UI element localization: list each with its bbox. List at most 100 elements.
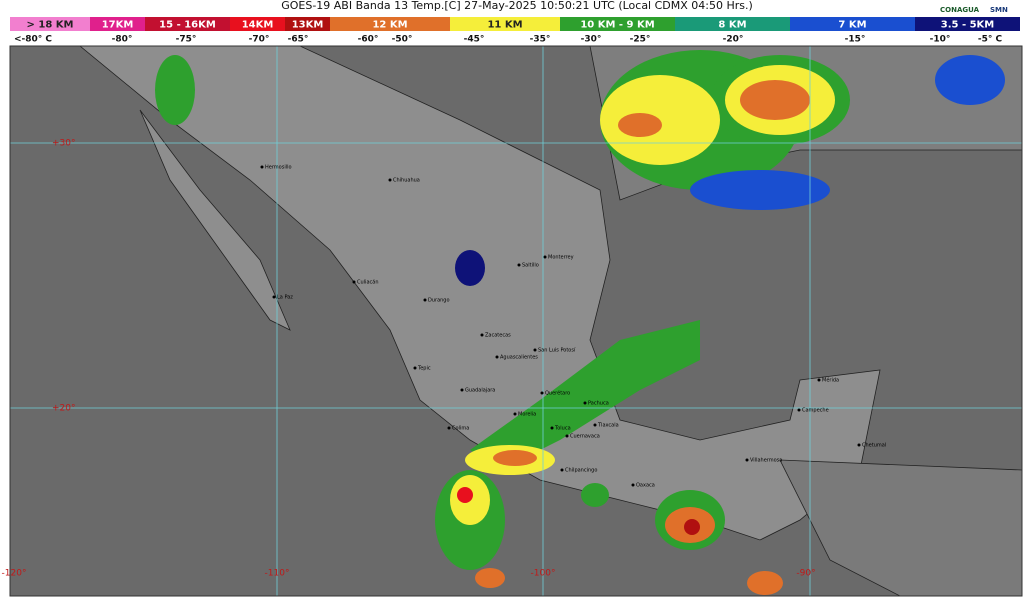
longitude-label: -110° — [265, 569, 290, 579]
clouds — [155, 50, 1005, 595]
legend-label: > 18 KM — [27, 20, 74, 31]
city-label: Guadalajara — [465, 388, 495, 394]
temperature-label: -60° — [358, 35, 379, 45]
temperature-label: -25° — [630, 35, 651, 45]
logo: CONAGUA — [940, 6, 980, 14]
city-label: Querétaro — [545, 390, 570, 397]
temperature-label: -5° C — [978, 35, 1003, 45]
legend-label: 13KM — [292, 20, 324, 31]
legend-label: 14KM — [242, 20, 274, 31]
temperature-label: -80° — [112, 35, 133, 45]
city-label: Chihuahua — [393, 178, 420, 184]
city-label: Colima — [452, 426, 469, 432]
city-label: Chilpancingo — [565, 468, 597, 474]
legend-swatch — [330, 17, 450, 31]
temperature-label: <-80° C — [14, 35, 52, 45]
legend-swatch — [10, 17, 90, 31]
legend-label: 12 KM — [372, 20, 407, 31]
graticule — [10, 46, 1022, 596]
longitude-label: -90° — [796, 569, 815, 579]
temperature-label: -65° — [288, 35, 309, 45]
city-dot — [550, 426, 554, 430]
city-dot — [460, 388, 464, 392]
city-dot — [593, 423, 597, 427]
temperature-label: -30° — [581, 35, 602, 45]
city-label: Pachuca — [588, 401, 609, 407]
city-dot — [583, 401, 587, 405]
city-dot — [260, 165, 264, 169]
temperature-label: -35° — [530, 35, 551, 45]
legend-swatch — [230, 17, 285, 31]
longitude-label: -120° — [2, 569, 27, 579]
city-label: Villahermosa — [750, 458, 782, 464]
city-dot — [352, 280, 356, 284]
city-label: Campeche — [802, 408, 829, 414]
city-dot — [565, 434, 569, 438]
city-label: Cuernavaca — [570, 434, 600, 440]
legend-swatch — [450, 17, 560, 31]
city-label: Durango — [428, 298, 450, 304]
city-dot — [423, 298, 427, 302]
temperature-label: -70° — [249, 35, 270, 45]
city-dot — [513, 412, 517, 416]
city-dot — [543, 255, 547, 259]
logo: SMN — [990, 6, 1008, 14]
city-label: Chetumal — [862, 443, 886, 449]
legend-label: 10 KM - 9 KM — [580, 20, 654, 31]
temperature-label: -50° — [392, 35, 413, 45]
city-dot — [447, 426, 451, 430]
title: GOES-19 ABI Banda 13 Temp.[C] 27-May-202… — [281, 0, 753, 12]
city-label: Tepic — [417, 366, 431, 372]
temperature-label: -45° — [464, 35, 485, 45]
city-dot — [480, 333, 484, 337]
city-label: Hermosillo — [265, 165, 292, 171]
city-label: Morelia — [518, 412, 536, 418]
city-dot — [797, 408, 801, 412]
city-dot — [540, 391, 544, 395]
city-label: Aguascalientes — [500, 355, 538, 361]
city-label: San Luis Potosí — [538, 347, 576, 354]
city-label: Oaxaca — [636, 483, 655, 489]
latitude-label: +20° — [52, 404, 76, 414]
city-dot — [413, 366, 417, 370]
city-label: Saltillo — [522, 263, 539, 269]
legend-label: 17KM — [102, 20, 134, 31]
legend-swatch — [285, 17, 330, 31]
city-label: Mérida — [822, 377, 839, 384]
city-dot — [272, 295, 276, 299]
city-dot — [533, 348, 537, 352]
map-frame — [9, 45, 1023, 597]
temperature-label: -10° — [930, 35, 951, 45]
city-label: La Paz — [277, 295, 293, 301]
city-label: Culiacán — [357, 279, 378, 286]
legend-label: 11 KM — [487, 20, 522, 31]
city-label: Monterrey — [548, 255, 574, 261]
temperature-label: -20° — [723, 35, 744, 45]
legend-swatch — [90, 17, 145, 31]
city-dot — [817, 378, 821, 382]
latitude-label: +30° — [52, 139, 76, 149]
city-dot — [517, 263, 521, 267]
legend-label: 7 KM — [838, 20, 866, 31]
city-label: Toluca — [554, 426, 571, 432]
temperature-label: -75° — [176, 35, 197, 45]
city-dot — [745, 458, 749, 462]
legend-label: 3.5 - 5KM — [941, 20, 995, 31]
legend-swatch — [790, 17, 915, 31]
longitude-label: -100° — [531, 569, 556, 579]
legend-swatch — [560, 17, 675, 31]
legend-label: 8 KM — [718, 20, 746, 31]
legend-swatch — [145, 17, 230, 31]
city-dot — [857, 443, 861, 447]
legend-swatch — [915, 17, 1020, 31]
legend-label: 15 - 16KM — [159, 20, 216, 31]
temperature-label: -15° — [845, 35, 866, 45]
city-label: Zacatecas — [485, 333, 511, 339]
city-dot — [388, 178, 392, 182]
city-dot — [560, 468, 564, 472]
city-label: Tlaxcala — [597, 423, 619, 429]
city-dot — [495, 355, 499, 359]
legend-swatch — [675, 17, 790, 31]
